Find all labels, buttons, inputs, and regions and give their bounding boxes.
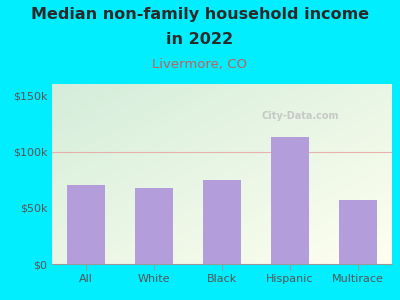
- Text: Livermore, CO: Livermore, CO: [152, 58, 248, 71]
- Bar: [271, 137, 309, 264]
- Bar: [135, 188, 173, 264]
- Bar: [67, 185, 105, 264]
- Text: City-Data.com: City-Data.com: [262, 111, 339, 122]
- Bar: [339, 200, 377, 264]
- Bar: [203, 180, 241, 264]
- Text: in 2022: in 2022: [166, 32, 234, 46]
- Text: Median non-family household income: Median non-family household income: [31, 8, 369, 22]
